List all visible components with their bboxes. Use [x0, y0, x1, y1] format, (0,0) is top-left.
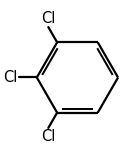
Text: Cl: Cl	[41, 11, 55, 26]
Text: Cl: Cl	[41, 129, 55, 144]
Text: Cl: Cl	[4, 70, 18, 85]
